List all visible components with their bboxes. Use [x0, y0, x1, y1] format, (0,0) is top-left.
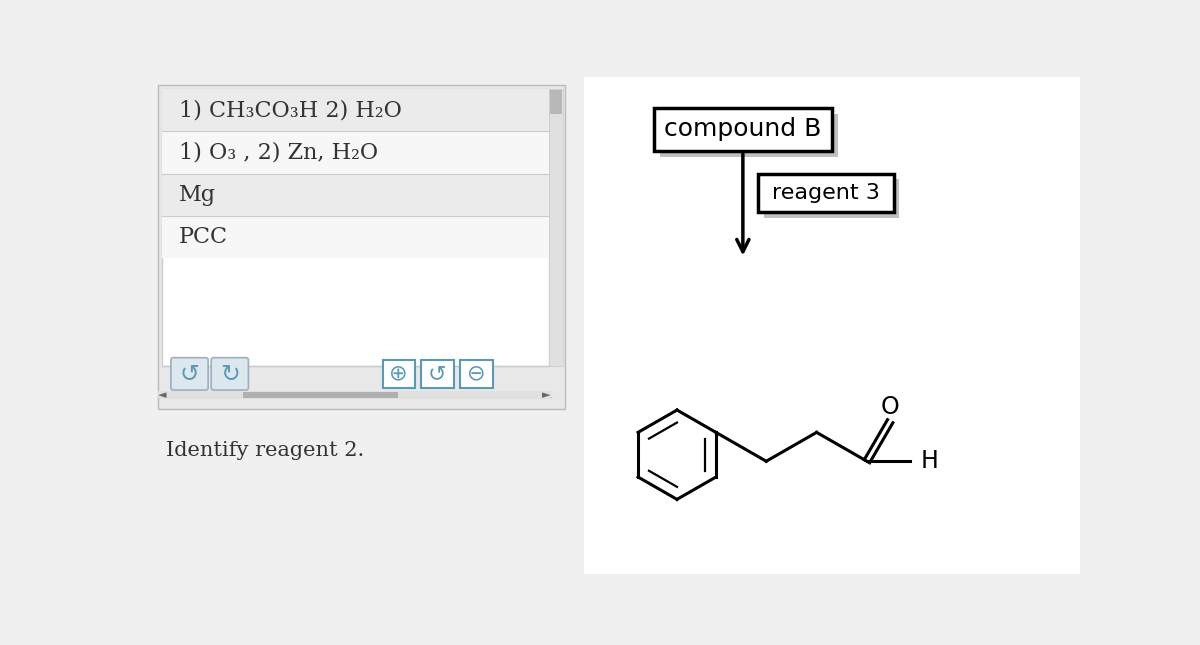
Text: PCC: PCC — [179, 226, 228, 248]
FancyBboxPatch shape — [383, 360, 415, 388]
Bar — [157, 85, 565, 408]
Text: compound B: compound B — [664, 117, 822, 141]
Bar — [162, 89, 550, 132]
Bar — [242, 392, 398, 398]
FancyBboxPatch shape — [460, 360, 492, 388]
Bar — [162, 216, 550, 259]
Bar — [162, 174, 550, 216]
Text: ►: ► — [541, 390, 551, 401]
Text: O: O — [881, 395, 900, 419]
Bar — [654, 108, 832, 150]
FancyBboxPatch shape — [211, 358, 248, 390]
Text: reagent 3: reagent 3 — [773, 183, 880, 203]
Text: ↻: ↻ — [220, 362, 240, 386]
Bar — [157, 391, 551, 399]
Text: ⊖: ⊖ — [467, 364, 486, 384]
Text: 1) CH₃CO₃H 2) H₂O: 1) CH₃CO₃H 2) H₂O — [179, 99, 402, 121]
Text: H: H — [920, 450, 938, 473]
Bar — [162, 89, 550, 366]
Text: ↺: ↺ — [428, 364, 446, 384]
Bar — [550, 89, 563, 366]
Bar — [660, 114, 839, 157]
Text: 1) O₃ , 2) Zn, H₂O: 1) O₃ , 2) Zn, H₂O — [179, 141, 378, 163]
Bar — [550, 90, 563, 114]
Text: ↺: ↺ — [180, 362, 199, 386]
Bar — [764, 179, 900, 217]
Bar — [162, 132, 550, 174]
Text: Mg: Mg — [179, 184, 216, 206]
Bar — [584, 77, 1080, 574]
Text: Identify reagent 2.: Identify reagent 2. — [166, 441, 364, 461]
Text: ⊕: ⊕ — [390, 364, 408, 384]
FancyBboxPatch shape — [421, 360, 454, 388]
FancyBboxPatch shape — [170, 358, 208, 390]
Text: ◄: ◄ — [158, 390, 167, 401]
Bar — [758, 174, 894, 212]
